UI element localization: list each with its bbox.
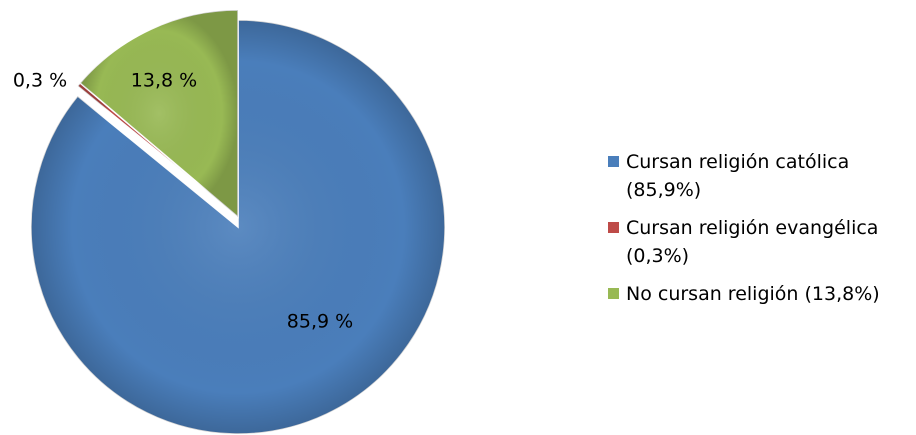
- legend-item-catolica: Cursan religión católica (85,9%): [604, 148, 916, 204]
- slice-label-evangelica: 0,3 %: [13, 70, 67, 92]
- slice-label-no-cursan: 13,8 %: [131, 70, 197, 92]
- legend-label-line2: (0,3%): [626, 245, 690, 267]
- legend-label-line1: Cursan religión católica: [626, 151, 850, 173]
- slice-no-cursan-shading: [80, 10, 238, 217]
- legend-label-line2: (85,9%): [626, 179, 702, 201]
- slice-label-catolica: 85,9 %: [287, 311, 353, 333]
- pie-chart: 85,9 % 0,3 % 13,8 %: [13, 9, 446, 435]
- legend: Cursan religión católica (85,9%) Cursan …: [604, 148, 916, 318]
- legend-label-line1: No cursan religión (13,8%): [626, 283, 880, 305]
- legend-swatch-catolica: [607, 155, 620, 168]
- legend-swatch-no-cursan: [607, 287, 620, 300]
- legend-item-no-cursan: No cursan religión (13,8%): [604, 280, 916, 308]
- slice-catolica-shading: [30, 20, 445, 434]
- legend-item-evangelica: Cursan religión evangélica (0,3%): [604, 214, 916, 270]
- legend-label-line1: Cursan religión evangélica: [626, 217, 879, 239]
- legend-swatch-evangelica: [607, 221, 620, 234]
